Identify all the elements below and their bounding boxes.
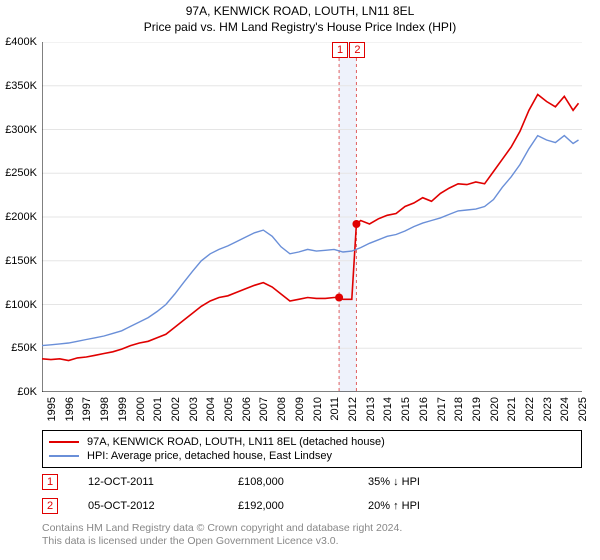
y-tick-label: £50K: [0, 342, 37, 354]
footer-line-2: This data is licensed under the Open Gov…: [42, 535, 582, 548]
x-tick-label: 2023: [542, 397, 554, 421]
x-tick-label: 2012: [347, 397, 359, 421]
event-number: 2: [42, 498, 58, 514]
x-tick-label: 1998: [99, 397, 111, 421]
x-tick-label: 2004: [205, 397, 217, 421]
x-tick-label: 2024: [559, 397, 571, 421]
x-tick-label: 2008: [276, 397, 288, 421]
callout-marker: 2: [349, 42, 365, 58]
chart-title-1: 97A, KENWICK ROAD, LOUTH, LN11 8EL: [0, 0, 600, 18]
callout-marker: 1: [332, 42, 348, 58]
x-tick-label: 2016: [418, 397, 430, 421]
x-tick-label: 1999: [117, 397, 129, 421]
legend-swatch: [49, 455, 79, 457]
event-row: 1 12-OCT-2011 £108,000 35% ↓ HPI: [42, 470, 582, 494]
y-tick-label: £0K: [0, 386, 37, 398]
x-tick-label: 2006: [241, 397, 253, 421]
legend-label: 97A, KENWICK ROAD, LOUTH, LN11 8EL (deta…: [87, 436, 385, 448]
x-tick-label: 2015: [400, 397, 412, 421]
x-tick-label: 2021: [506, 397, 518, 421]
x-tick-label: 2000: [135, 397, 147, 421]
y-tick-label: £150K: [0, 255, 37, 267]
event-number: 1: [42, 474, 58, 490]
x-tick-label: 2014: [382, 397, 394, 421]
x-tick-label: 2013: [365, 397, 377, 421]
events-table: 1 12-OCT-2011 £108,000 35% ↓ HPI 2 05-OCT-201…: [42, 470, 582, 518]
footer: Contains HM Land Registry data © Crown c…: [42, 522, 582, 548]
x-tick-label: 2018: [453, 397, 465, 421]
footer-line-1: Contains HM Land Registry data © Crown c…: [42, 522, 582, 535]
legend-row: 97A, KENWICK ROAD, LOUTH, LN11 8EL (deta…: [49, 435, 575, 449]
x-tick-label: 2002: [170, 397, 182, 421]
plot-svg: [42, 42, 582, 392]
y-tick-label: £250K: [0, 167, 37, 179]
legend: 97A, KENWICK ROAD, LOUTH, LN11 8EL (deta…: [42, 430, 582, 468]
y-tick-label: £350K: [0, 80, 37, 92]
x-tick-label: 2025: [577, 397, 589, 421]
y-tick-label: £200K: [0, 211, 37, 223]
event-row: 2 05-OCT-2012 £192,000 20% ↑ HPI: [42, 494, 582, 518]
event-price: £192,000: [238, 500, 338, 512]
event-date: 12-OCT-2011: [88, 476, 208, 488]
y-tick-label: £300K: [0, 124, 37, 136]
x-tick-label: 2010: [312, 397, 324, 421]
x-tick-label: 2011: [329, 397, 341, 421]
legend-label: HPI: Average price, detached house, East…: [87, 450, 332, 462]
x-tick-label: 2020: [489, 397, 501, 421]
plot-area: £0K£50K£100K£150K£200K£250K£300K£350K£40…: [42, 42, 582, 392]
legend-row: HPI: Average price, detached house, East…: [49, 449, 575, 463]
event-date: 05-OCT-2012: [88, 500, 208, 512]
x-tick-label: 2005: [223, 397, 235, 421]
x-tick-label: 1996: [64, 397, 76, 421]
y-tick-label: £100K: [0, 299, 37, 311]
x-tick-label: 2007: [258, 397, 270, 421]
x-tick-label: 2001: [152, 397, 164, 421]
event-price: £108,000: [238, 476, 338, 488]
x-tick-label: 2003: [188, 397, 200, 421]
legend-swatch: [49, 441, 79, 443]
x-tick-label: 2009: [294, 397, 306, 421]
x-tick-label: 2022: [524, 397, 536, 421]
event-delta: 35% ↓ HPI: [368, 476, 420, 488]
chart-title-2: Price paid vs. HM Land Registry's House …: [0, 18, 600, 34]
x-tick-label: 2019: [471, 397, 483, 421]
chart-container: 97A, KENWICK ROAD, LOUTH, LN11 8EL Price…: [0, 0, 600, 560]
x-tick-label: 2017: [436, 397, 448, 421]
event-delta: 20% ↑ HPI: [368, 500, 420, 512]
x-tick-label: 1995: [46, 397, 58, 421]
x-tick-label: 1997: [81, 397, 93, 421]
y-tick-label: £400K: [0, 36, 37, 48]
